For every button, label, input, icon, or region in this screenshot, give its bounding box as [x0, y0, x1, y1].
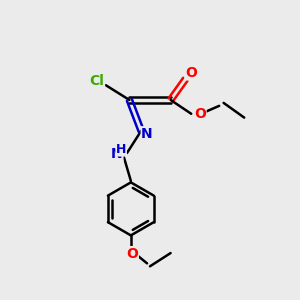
- Text: O: O: [194, 107, 206, 121]
- Text: H: H: [116, 143, 126, 156]
- Text: N: N: [111, 147, 123, 161]
- Text: Cl: Cl: [90, 74, 104, 88]
- Text: N: N: [141, 127, 153, 141]
- Text: O: O: [126, 247, 138, 261]
- Text: O: O: [185, 66, 197, 80]
